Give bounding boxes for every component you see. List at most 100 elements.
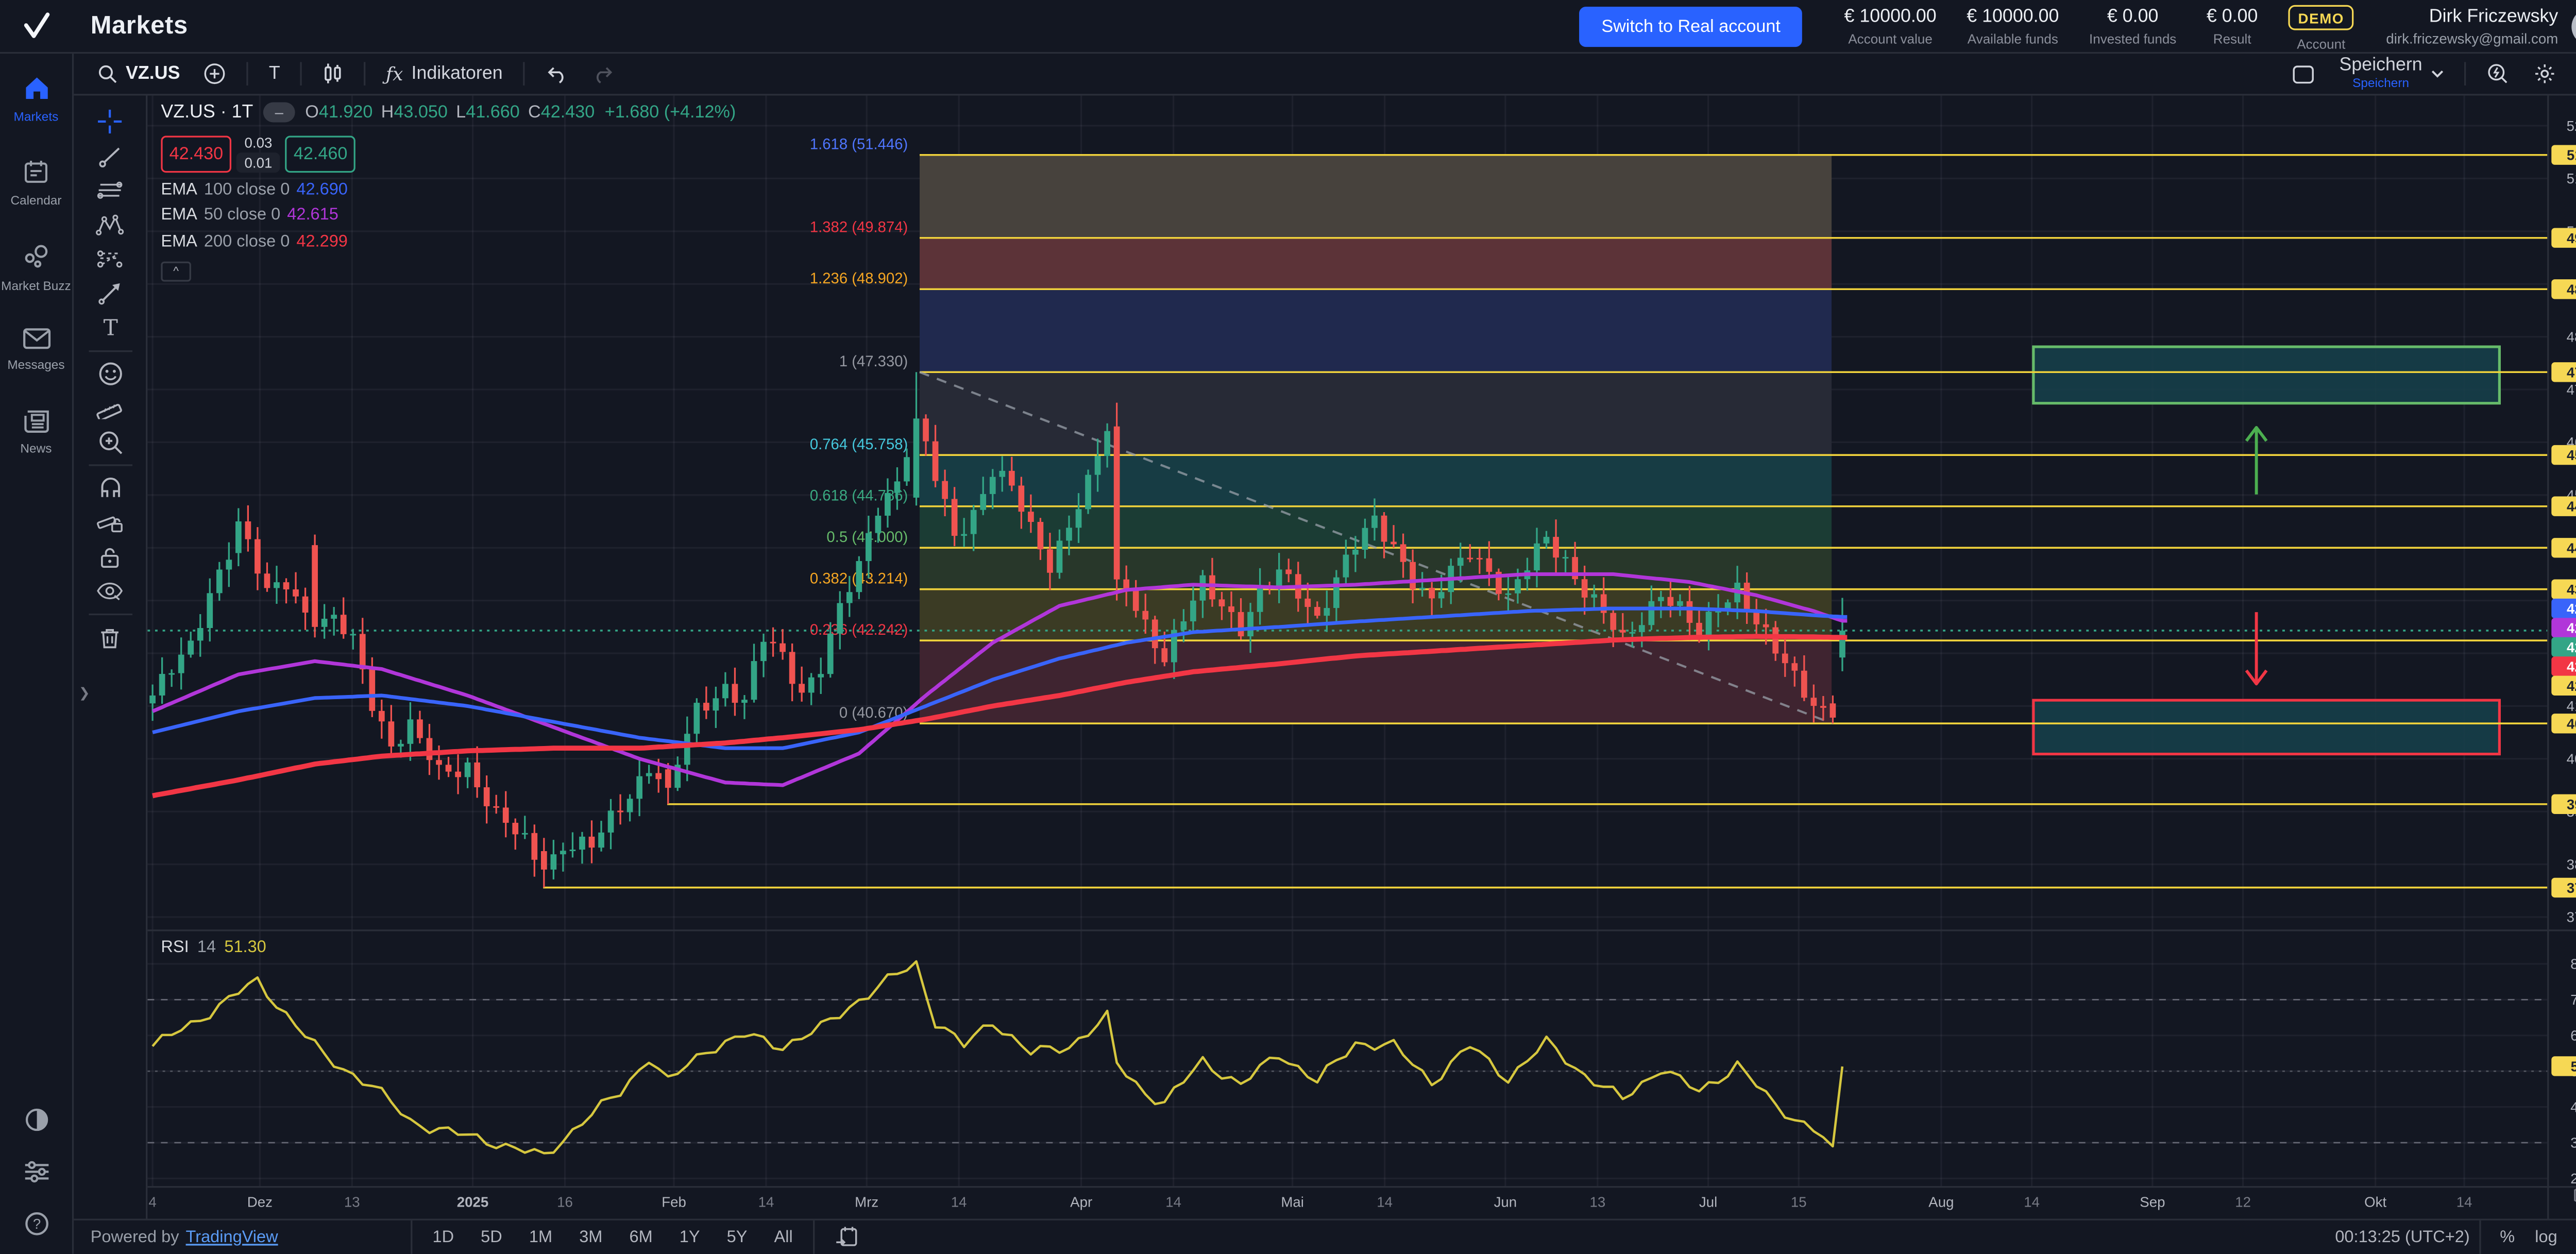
go-to-date-button[interactable] [835,1226,858,1249]
rsi-param: 14 [197,939,216,957]
toolbar-collapse-chevron[interactable]: ❯ [78,685,90,700]
price-axis[interactable] [2548,95,2576,1187]
interval-button[interactable]: T [268,63,280,84]
switch-to-real-account-button[interactable]: Switch to Real account [1580,6,1803,46]
sell-button[interactable]: 42.430 [161,134,232,172]
svg-text:Sep: Sep [2140,1194,2165,1210]
range-button-5d[interactable]: 5D [481,1228,502,1247]
go-to-date-icon [836,1227,857,1246]
sidebar-item-markets[interactable]: Markets [1,74,71,125]
range-button-3m[interactable]: 3M [579,1228,603,1247]
ruler-icon[interactable] [87,391,133,425]
snapshot-button[interactable] [2570,58,2576,90]
compare-add-button[interactable] [194,57,238,91]
user-name: Dirk Friczewsky [2429,6,2558,26]
rsi-name: RSI [161,939,189,957]
scale-button-%[interactable]: % [2500,1228,2515,1247]
drawing-toolbar: T [74,95,148,1219]
svg-text:40.000: 40.000 [2567,751,2576,767]
range-button-5y[interactable]: 5Y [726,1228,748,1247]
range-button-1m[interactable]: 1M [529,1228,553,1247]
save-layout-button[interactable]: Speichern Speichern [2329,53,2454,95]
legend-collapse-button[interactable]: ^ [161,260,191,281]
forecast-icon[interactable] [87,242,133,276]
trade-arrow [2245,426,2268,495]
range-button-1y[interactable]: 1Y [679,1228,700,1247]
app-header: Markets Switch to Real account € 10000.0… [0,0,2576,54]
arrow-marker-icon[interactable] [87,276,133,310]
quantity-value: 0.01 [236,152,281,173]
chart-canvas[interactable]: 1.618 (51.446) 1.382 (49.874) 1.236 (48.90… [147,95,2576,1219]
rsi-line [151,960,1844,1155]
svg-text:49.874: 49.874 [2567,230,2576,246]
crosshair-icon[interactable] [87,104,133,139]
svg-text:51.000: 51.000 [2567,171,2576,187]
help-icon[interactable]: ? [23,1210,49,1237]
svg-text:14: 14 [2024,1194,2040,1210]
scale-button-log[interactable]: log [2535,1228,2557,1247]
drawing-mode-lock-icon[interactable] [87,505,133,540]
svg-text:80.00: 80.00 [2570,956,2576,972]
sidebar-item-messages[interactable]: Messages [1,327,71,373]
trash-icon[interactable] [87,620,133,655]
svg-text:?: ? [32,1216,40,1232]
hide-drawings-icon[interactable] [87,574,133,608]
time-axis[interactable] [147,1187,2548,1219]
svg-text:45.758: 45.758 [2567,447,2576,463]
brand-logo-icon[interactable] [0,8,74,45]
scale-buttons: % log auto [2492,1225,2576,1250]
layout-select-button[interactable] [2282,58,2326,90]
sidebar-item-market-buzz[interactable]: Market Buzz [1,243,71,294]
gear-icon [2535,64,2554,83]
parallel-channel-icon[interactable] [87,173,133,207]
indicator-row[interactable]: EMA 50 close 0 42.615 [161,206,338,225]
sidebar-item-calendar[interactable]: Calendar [1,158,71,209]
text-tool-icon[interactable]: T [87,310,133,345]
range-button-all[interactable]: All [774,1228,793,1247]
svg-text:Jul: Jul [1699,1194,1717,1210]
svg-text:41.000: 41.000 [2567,698,2576,714]
svg-text:40.670: 40.670 [2567,716,2576,732]
range-button-6m[interactable]: 6M [629,1228,653,1247]
legend-symbol[interactable]: VZ.US · 1T [161,102,253,123]
chart-style-button[interactable] [312,57,354,91]
fib-label: 1.382 (49.874) [810,218,908,235]
redo-button[interactable] [582,59,625,89]
symbol-search-button[interactable]: VZ.US [87,59,190,89]
magnet-icon[interactable] [87,471,133,505]
buy-button[interactable]: 42.460 [285,134,356,172]
indicators-button[interactable]: ƒx Indikatoren [376,58,513,90]
quick-search-button[interactable] [2476,57,2520,91]
account-metrics: € 10000.00 Account value € 10000.00 Availab… [1829,6,2273,46]
sidebar-item-news[interactable]: News [1,406,71,456]
account-metric: € 0.00 Invested funds [2089,6,2177,46]
indicator-row[interactable]: EMA 100 close 0 42.690 [161,180,348,199]
ohlc-item: H43.050 [381,102,448,123]
chart-settings-button[interactable] [2523,57,2567,91]
avatar[interactable] [2571,7,2576,45]
clock[interactable]: 00:13:25 (UTC+2) [2335,1228,2470,1247]
svg-text:Feb: Feb [662,1194,686,1210]
svg-text:14: 14 [1377,1194,1393,1210]
preferences-icon[interactable] [23,1160,49,1184]
quick-search-icon [2488,64,2507,83]
powered-by: Powered by TradingView [90,1228,278,1247]
xabcd-pattern-icon[interactable] [87,207,133,242]
zoom-in-icon[interactable] [87,425,133,460]
chart-legend: VZ.US · 1T – O41.920 H43.050 L41.660 C42.43… [161,102,736,281]
trend-line-icon[interactable] [87,138,133,173]
scale-button-auto[interactable]: auto [2569,1225,2576,1250]
indicator-row[interactable]: EMA 200 close 0 42.299 [161,232,348,251]
emoji-tool-icon[interactable] [87,356,133,391]
lock-icon[interactable] [87,540,133,574]
ema-line [152,634,1848,799]
undo-button[interactable] [535,59,579,89]
market-status-pill[interactable]: – [263,102,295,123]
sidebar-item-label: Markets [13,109,59,124]
svg-text:42.615: 42.615 [2567,620,2576,636]
range-button-1d[interactable]: 1D [432,1228,454,1247]
theme-toggle-icon[interactable] [23,1107,49,1133]
user-email: dirk.friczewsky@gmail.com [2386,29,2558,46]
tradingview-link[interactable]: TradingView [185,1228,278,1247]
svg-text:14: 14 [951,1194,967,1210]
